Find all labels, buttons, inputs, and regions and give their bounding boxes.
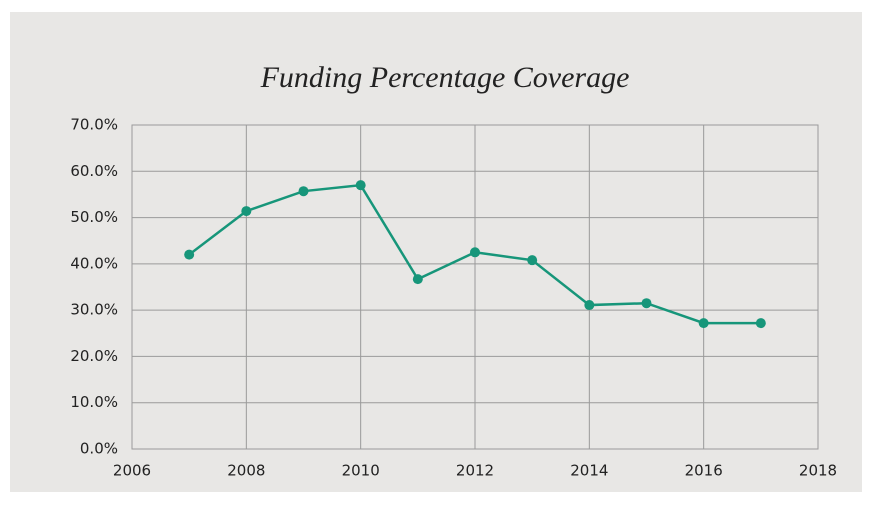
data-point — [584, 300, 595, 311]
y-tick-label: 50.0% — [70, 208, 118, 226]
data-point — [184, 249, 195, 260]
data-point — [698, 318, 709, 329]
data-point — [527, 255, 538, 266]
data-point — [298, 186, 309, 197]
x-tick-label: 2006 — [113, 462, 151, 480]
y-tick-label: 20.0% — [70, 347, 118, 365]
x-tick-label: 2016 — [685, 462, 723, 480]
data-point — [755, 318, 766, 329]
x-tick-label: 2012 — [456, 462, 494, 480]
y-tick-label: 30.0% — [70, 301, 118, 319]
y-tick-label: 70.0% — [70, 116, 118, 134]
chart-title: Funding Percentage Coverage — [260, 61, 630, 94]
data-point — [641, 298, 652, 309]
y-tick-label: 0.0% — [80, 440, 118, 458]
x-tick-label: 2008 — [227, 462, 265, 480]
x-tick-label: 2018 — [799, 462, 837, 480]
x-tick-label: 2010 — [342, 462, 380, 480]
x-tick-label: 2014 — [570, 462, 608, 480]
plot-border — [131, 124, 819, 450]
data-point — [412, 274, 423, 285]
y-tick-label: 10.0% — [70, 393, 118, 411]
y-tick-label: 40.0% — [70, 254, 118, 272]
data-point — [470, 247, 480, 258]
y-tick-label: 60.0% — [70, 162, 118, 180]
chart-background — [10, 12, 862, 492]
data-point — [355, 180, 366, 191]
data-point — [241, 206, 252, 217]
